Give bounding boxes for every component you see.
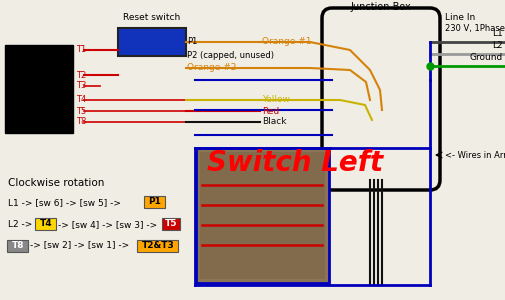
Text: P1: P1 <box>148 197 161 206</box>
Text: T3: T3 <box>76 82 86 91</box>
Text: Ground: Ground <box>469 53 502 62</box>
Bar <box>195 148 328 283</box>
Text: L1: L1 <box>491 29 502 38</box>
Text: -> [sw 2] -> [sw 1] ->: -> [sw 2] -> [sw 1] -> <box>30 240 129 249</box>
Text: T5: T5 <box>76 106 86 116</box>
Text: P2 (capped, unused): P2 (capped, unused) <box>187 50 274 59</box>
Text: Reset switch: Reset switch <box>123 13 180 22</box>
FancyBboxPatch shape <box>35 218 57 230</box>
Text: T4: T4 <box>76 95 86 104</box>
Text: Clockwise rotation: Clockwise rotation <box>8 178 104 188</box>
Text: L2: L2 <box>491 41 502 50</box>
Bar <box>199 152 324 279</box>
FancyBboxPatch shape <box>137 239 178 251</box>
Text: T8: T8 <box>76 118 86 127</box>
Text: T2&T3: T2&T3 <box>141 242 174 250</box>
Bar <box>118 28 186 56</box>
Text: T8: T8 <box>12 242 24 250</box>
Text: Switch Left: Switch Left <box>207 149 382 177</box>
Text: T1: T1 <box>76 46 86 55</box>
Text: Junction Box: Junction Box <box>350 2 411 12</box>
Text: Line In: Line In <box>444 14 474 22</box>
Text: Orange #2: Orange #2 <box>187 64 236 73</box>
Text: -> [sw 4] -> [sw 3] ->: -> [sw 4] -> [sw 3] -> <box>58 220 157 229</box>
Text: Black: Black <box>262 118 286 127</box>
Text: Red: Red <box>262 106 279 116</box>
Text: 230 V, 1Phase: 230 V, 1Phase <box>444 23 504 32</box>
FancyBboxPatch shape <box>162 218 180 230</box>
Text: P1: P1 <box>187 38 197 46</box>
FancyBboxPatch shape <box>144 196 165 208</box>
Text: <- Wires in Arm: <- Wires in Arm <box>444 151 505 160</box>
Text: T4: T4 <box>39 220 52 229</box>
Text: Orange #1: Orange #1 <box>262 38 311 46</box>
Bar <box>5 45 73 133</box>
Text: Yellow: Yellow <box>262 95 289 104</box>
Text: L2 ->: L2 -> <box>8 220 32 229</box>
Text: T2: T2 <box>76 70 86 80</box>
Text: T5: T5 <box>165 220 177 229</box>
FancyBboxPatch shape <box>8 239 28 251</box>
Text: L1 -> [sw 6] -> [sw 5] ->: L1 -> [sw 6] -> [sw 5] -> <box>8 198 121 207</box>
